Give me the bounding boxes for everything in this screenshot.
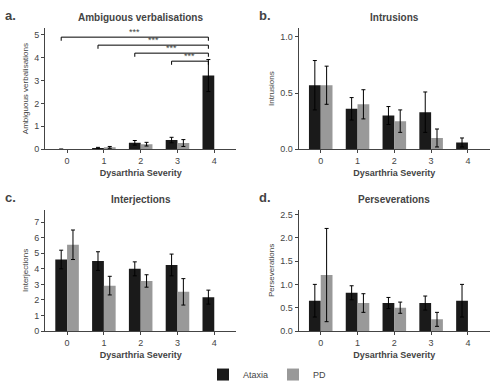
svg-text:2: 2	[138, 338, 143, 348]
svg-text:d.: d.	[259, 190, 271, 205]
svg-text:5: 5	[34, 248, 39, 258]
svg-text:0: 0	[65, 338, 70, 348]
svg-text:2: 2	[34, 99, 39, 109]
svg-text:PD: PD	[313, 370, 326, 380]
svg-text:2.0: 2.0	[280, 233, 293, 243]
svg-text:a.: a.	[5, 8, 16, 23]
svg-text:Perseverations: Perseverations	[358, 194, 430, 205]
svg-text:4: 4	[465, 156, 470, 166]
svg-text:7: 7	[34, 217, 39, 227]
svg-text:3: 3	[429, 156, 434, 166]
svg-text:Intrusions: Intrusions	[370, 12, 419, 23]
svg-text:Ataxia: Ataxia	[243, 370, 268, 380]
svg-text:2: 2	[392, 156, 397, 166]
svg-text:Ambiguous verbalisations: Ambiguous verbalisations	[78, 12, 203, 23]
svg-text:***: ***	[148, 35, 159, 45]
svg-text:c.: c.	[5, 190, 16, 205]
svg-text:4: 4	[212, 156, 217, 166]
svg-text:1: 1	[101, 338, 106, 348]
svg-text:1.0: 1.0	[280, 32, 293, 42]
svg-text:1.0: 1.0	[280, 280, 293, 290]
svg-text:Dysarthria Severity: Dysarthria Severity	[100, 350, 182, 360]
svg-text:4: 4	[34, 264, 39, 274]
svg-text:Dysarthria Severity: Dysarthria Severity	[353, 168, 435, 178]
svg-text:0.5: 0.5	[280, 303, 293, 313]
svg-text:b.: b.	[259, 8, 271, 23]
svg-text:0: 0	[318, 156, 323, 166]
svg-text:3: 3	[34, 76, 39, 86]
svg-text:0: 0	[34, 144, 39, 154]
svg-text:0: 0	[34, 326, 39, 336]
svg-text:1: 1	[355, 338, 360, 348]
svg-text:1: 1	[34, 121, 39, 131]
svg-text:3: 3	[175, 338, 180, 348]
svg-text:Perseverations: Perseverations	[267, 244, 276, 297]
svg-text:***: ***	[184, 51, 195, 61]
svg-text:Interjections: Interjections	[21, 249, 30, 292]
svg-text:3: 3	[34, 280, 39, 290]
svg-text:5: 5	[34, 30, 39, 40]
svg-text:1: 1	[355, 156, 360, 166]
svg-text:3: 3	[175, 156, 180, 166]
svg-text:4: 4	[212, 338, 217, 348]
svg-text:***: ***	[129, 27, 140, 37]
svg-text:1.5: 1.5	[280, 256, 293, 266]
svg-text:6: 6	[34, 233, 39, 243]
svg-text:2: 2	[34, 295, 39, 305]
svg-text:3: 3	[429, 338, 434, 348]
svg-text:Dysarthria Severity: Dysarthria Severity	[353, 350, 435, 360]
svg-text:2.5: 2.5	[280, 210, 293, 220]
svg-text:2: 2	[138, 156, 143, 166]
svg-text:0.5: 0.5	[280, 88, 293, 98]
svg-text:4: 4	[34, 53, 39, 63]
svg-text:***: ***	[166, 43, 177, 53]
svg-text:Dysarthria Severity: Dysarthria Severity	[100, 168, 182, 178]
svg-text:Ambiguous verbalisations: Ambiguous verbalisations	[21, 43, 30, 134]
svg-text:1: 1	[101, 156, 106, 166]
svg-text:2: 2	[392, 338, 397, 348]
svg-text:0: 0	[318, 338, 323, 348]
svg-text:Intrusions: Intrusions	[267, 71, 276, 106]
svg-text:0.0: 0.0	[280, 326, 293, 336]
svg-text:Interjections: Interjections	[111, 194, 171, 205]
svg-text:1: 1	[34, 311, 39, 321]
svg-text:0.0: 0.0	[280, 144, 293, 154]
svg-text:0: 0	[65, 156, 70, 166]
svg-text:4: 4	[465, 338, 470, 348]
